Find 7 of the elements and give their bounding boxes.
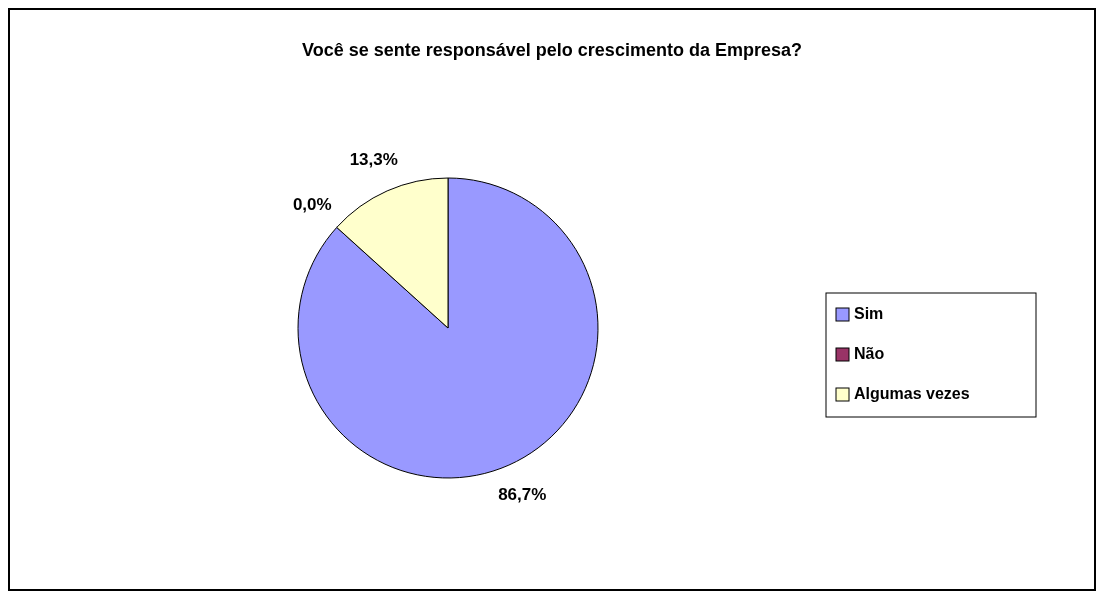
legend-label: Não — [854, 345, 885, 363]
data-label: 13,3% — [349, 150, 398, 170]
chart-title: Você se sente responsável pelo crescimento da Empresa? — [302, 40, 802, 60]
text: 0,0% — [292, 194, 332, 214]
legend-label: Sim — [854, 305, 884, 323]
legend-label: Algumas vezes — [854, 385, 970, 403]
data-label: 86,7% — [498, 484, 547, 504]
